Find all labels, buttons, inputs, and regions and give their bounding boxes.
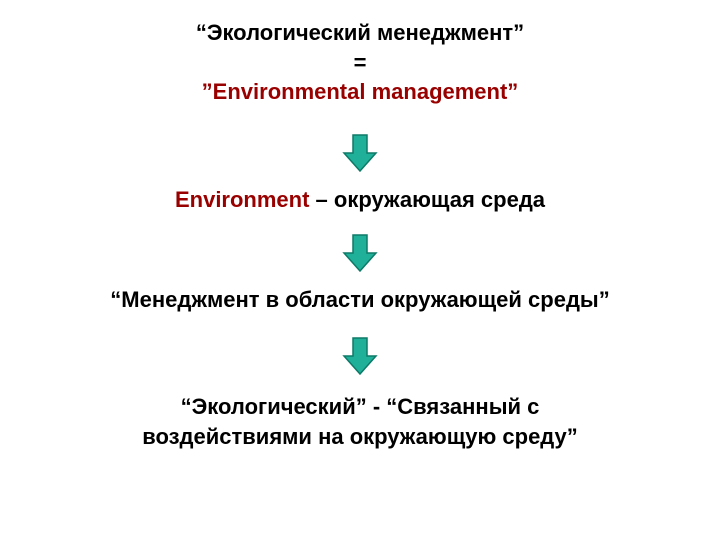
environment-translation: – окружающая среда xyxy=(309,187,545,212)
ecological-line-2: воздействиями на окружающую среду” xyxy=(142,422,578,452)
management-block: “Менеджмент в области окружающей среды” xyxy=(110,285,609,315)
arrow-2 xyxy=(338,231,382,275)
down-arrow-icon xyxy=(338,131,382,175)
ecological-block: “Экологический” - “Связанный с воздейств… xyxy=(142,392,578,451)
arrow-1 xyxy=(338,131,382,175)
title-line-1: “Экологический менеджмент” xyxy=(196,18,524,48)
diagram-container: “Экологический менеджмент” = ”Environmen… xyxy=(0,0,720,540)
title-equals: = xyxy=(196,48,524,78)
environment-block: Environment – окружающая среда xyxy=(175,185,545,215)
down-arrow-icon xyxy=(338,231,382,275)
title-line-3: ”Environmental management” xyxy=(196,77,524,107)
management-text: “Менеджмент в области окружающей среды” xyxy=(110,287,609,312)
down-arrow-icon xyxy=(338,334,382,378)
ecological-line-1: “Экологический” - “Связанный с xyxy=(142,392,578,422)
arrow-3 xyxy=(338,334,382,378)
environment-word: Environment xyxy=(175,187,309,212)
title-block: “Экологический менеджмент” = ”Environmen… xyxy=(196,18,524,107)
